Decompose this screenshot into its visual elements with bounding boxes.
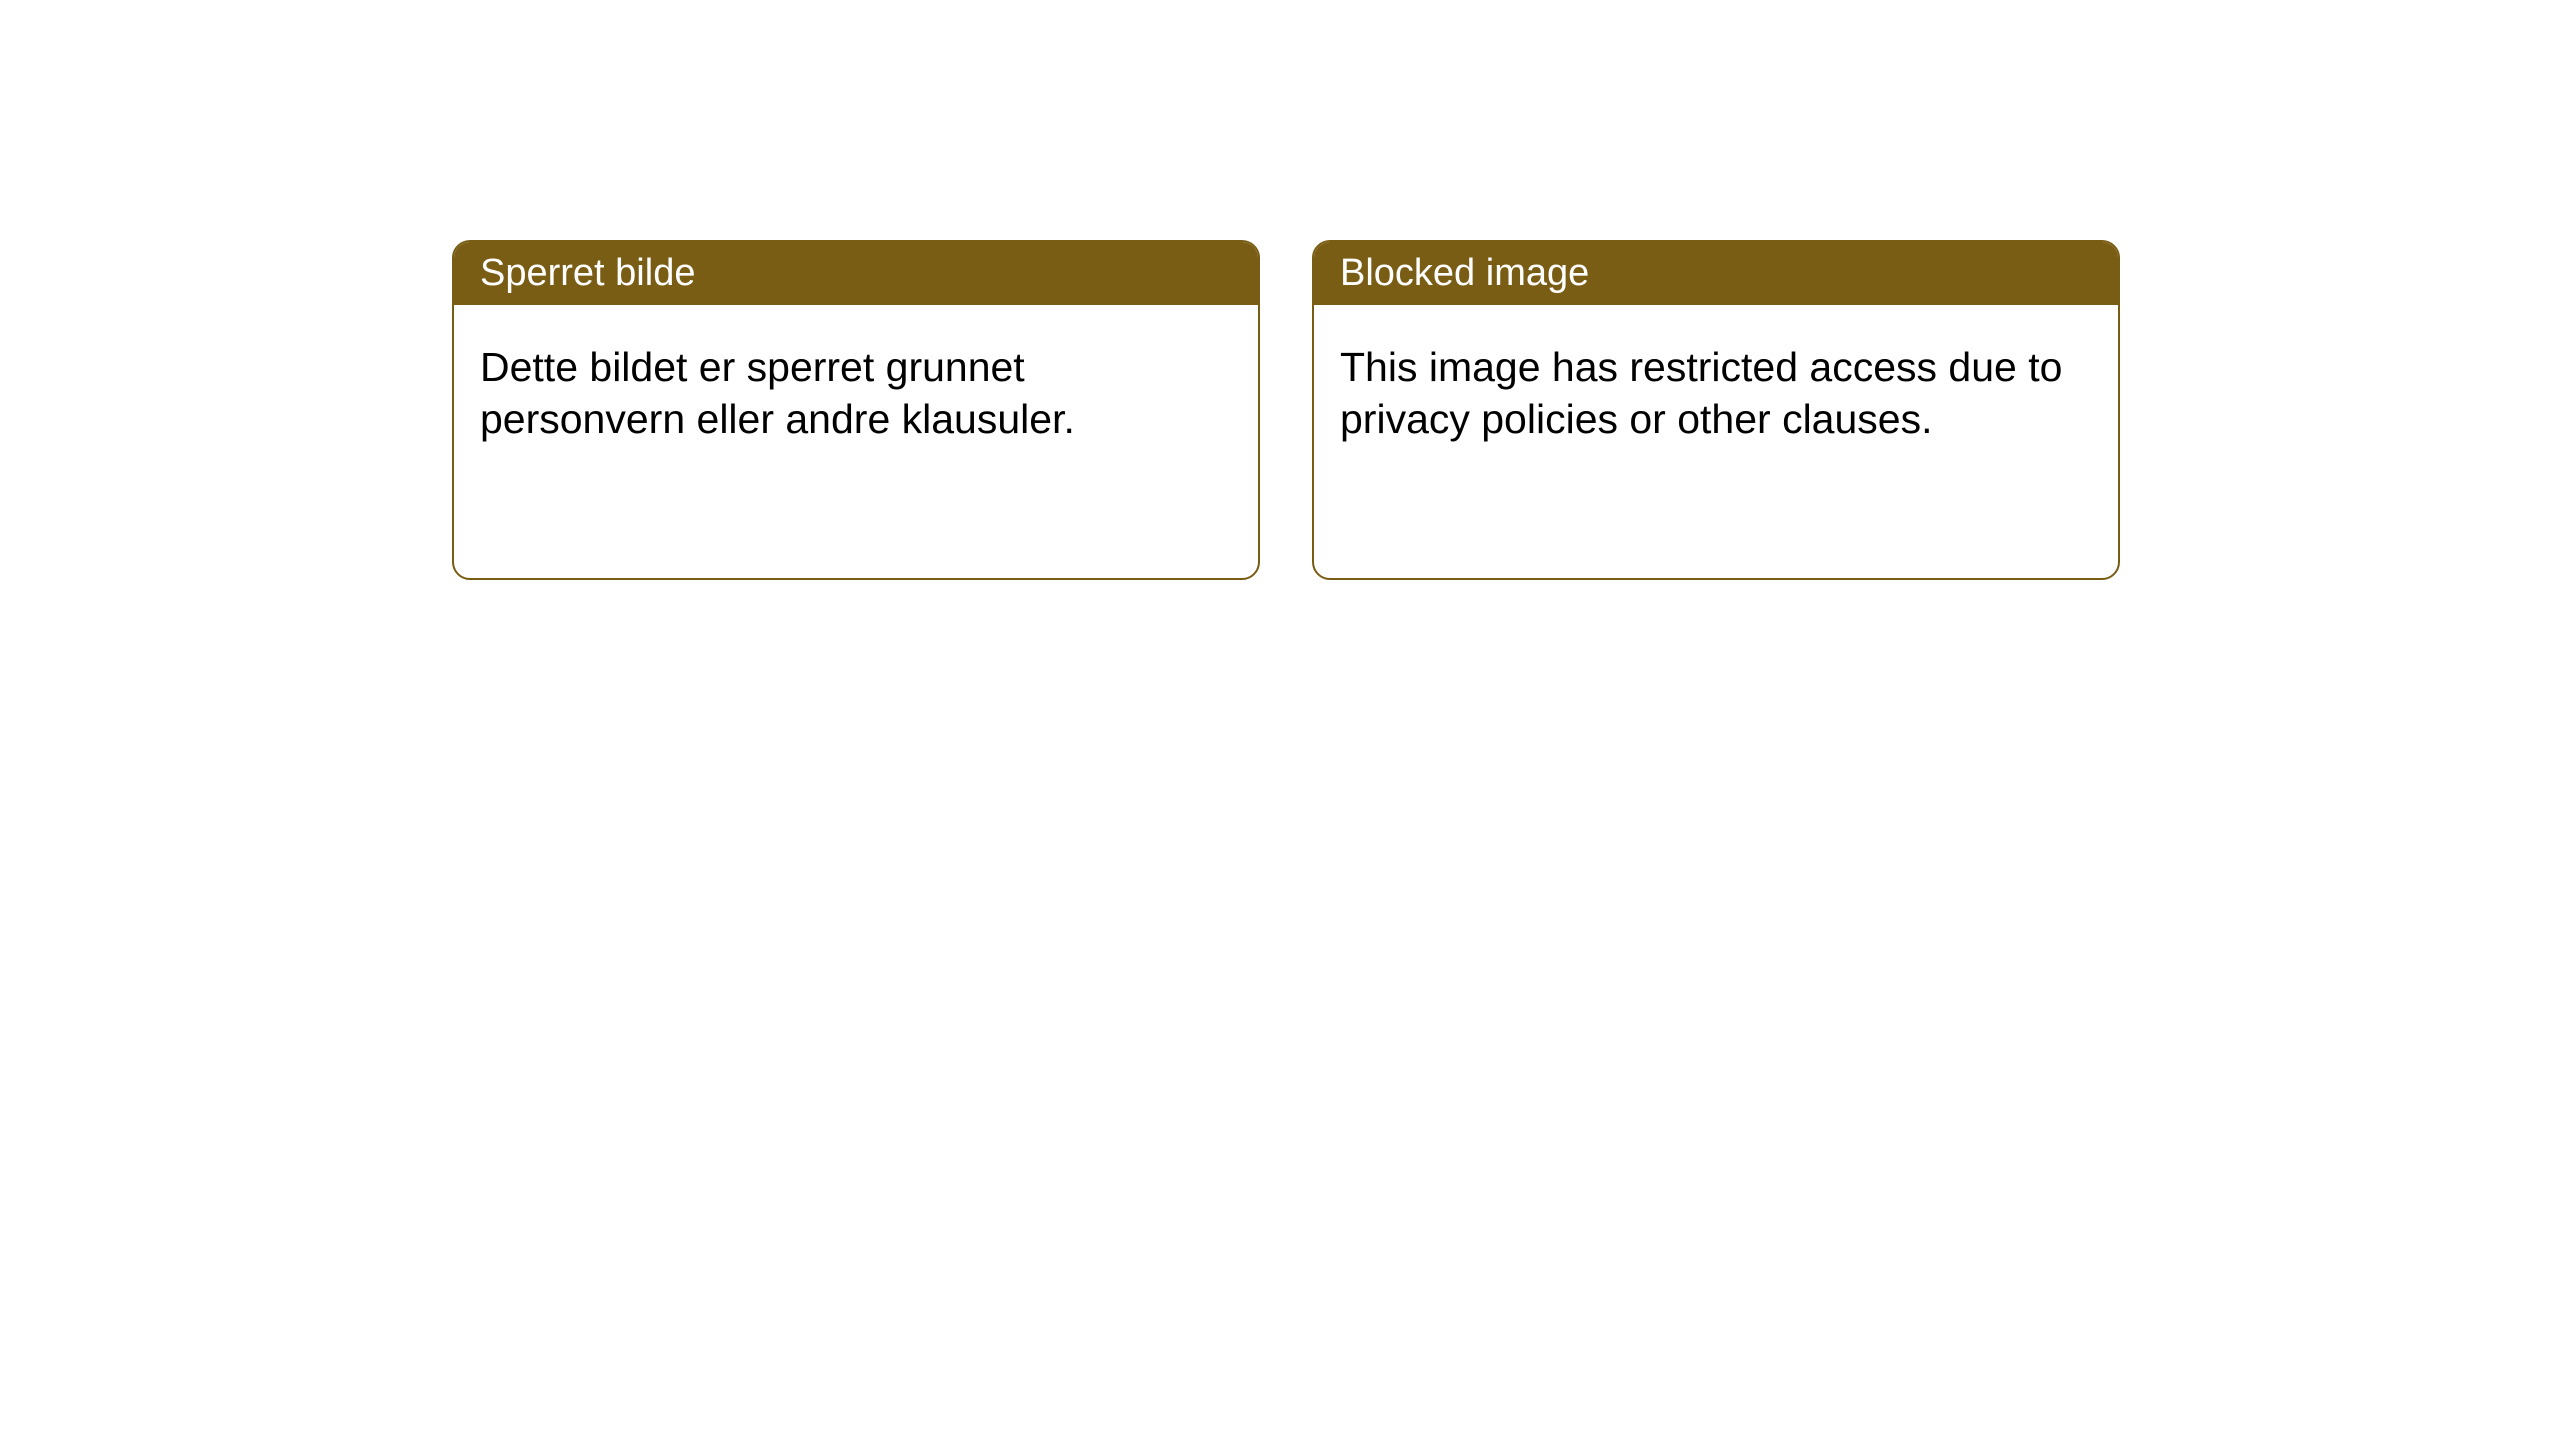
notice-body-en: This image has restricted access due to … (1314, 305, 2118, 481)
notice-text-en: This image has restricted access due to … (1340, 344, 2062, 442)
notice-title-en: Blocked image (1340, 252, 1589, 294)
notice-text-no: Dette bildet er sperret grunnet personve… (480, 344, 1075, 442)
notice-body-no: Dette bildet er sperret grunnet personve… (454, 305, 1258, 481)
notice-header-en: Blocked image (1314, 242, 2118, 305)
notice-header-no: Sperret bilde (454, 242, 1258, 305)
notice-title-no: Sperret bilde (480, 252, 695, 294)
notice-box-en: Blocked image This image has restricted … (1312, 240, 2120, 580)
notice-container: Sperret bilde Dette bildet er sperret gr… (452, 240, 2120, 580)
notice-box-no: Sperret bilde Dette bildet er sperret gr… (452, 240, 1260, 580)
